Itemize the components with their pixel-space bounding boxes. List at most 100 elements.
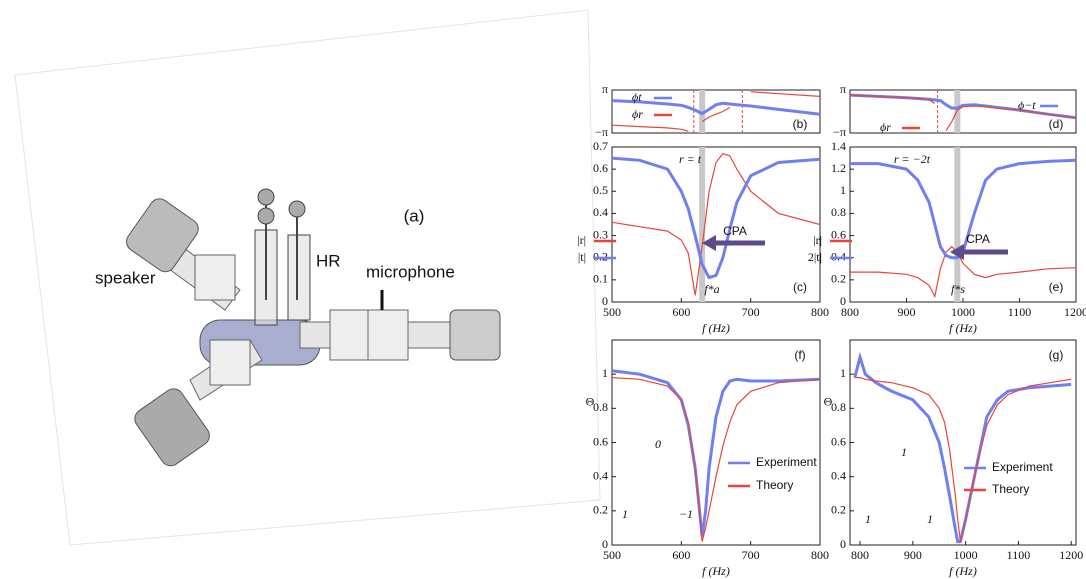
legend-label: Theory xyxy=(756,478,793,492)
plot-frame xyxy=(850,147,1076,302)
legend-label: Experiment xyxy=(992,460,1053,474)
highlight-band xyxy=(699,147,705,302)
x-tick-label: 500 xyxy=(603,548,621,562)
x-tick-label: 1200 xyxy=(1059,548,1083,562)
x-tick-label: 800 xyxy=(811,548,829,562)
panel-label: (d) xyxy=(1049,117,1064,131)
annotation: r = −2t xyxy=(894,152,931,166)
y-tick-label: 0 xyxy=(840,537,846,551)
y-tick-label: 0.4 xyxy=(831,468,846,482)
panel-label: (a) xyxy=(404,206,425,225)
annotation: 1 xyxy=(865,512,871,526)
annotation: 1 xyxy=(622,507,628,521)
annotation: CPA xyxy=(966,232,990,246)
label: HR xyxy=(316,251,341,270)
knob xyxy=(289,201,305,217)
x-axis-label: f (Hz) xyxy=(702,321,730,335)
y-tick-label: −π xyxy=(833,125,846,139)
data-line xyxy=(612,371,820,537)
x-tick-label: 800 xyxy=(851,548,869,562)
annotation: r = t xyxy=(679,152,702,166)
y-tick-label: 1.4 xyxy=(831,139,846,153)
x-tick-label: 600 xyxy=(672,548,690,562)
end-cap xyxy=(450,310,500,360)
y-axis-label: Θ xyxy=(586,394,595,408)
panel-label: (e) xyxy=(1049,280,1064,294)
x-tick-label: 700 xyxy=(742,548,760,562)
annotation: 1 xyxy=(901,445,907,459)
annotation: 0 xyxy=(655,437,661,451)
annotation: f*a xyxy=(704,282,719,296)
page: (a) speaker HR microphone π−πϕtϕr(b)00.1… xyxy=(0,0,1086,579)
block xyxy=(210,340,250,385)
y-tick-label: 0.2 xyxy=(831,503,846,517)
x-tick-label: 1200 xyxy=(1064,305,1086,319)
y-axis-label: Θ xyxy=(824,394,833,408)
resonator xyxy=(288,235,310,320)
y-tick-label: −π xyxy=(595,125,608,139)
knob xyxy=(258,189,274,205)
y-tick-label: 0.2 xyxy=(593,503,608,517)
plot-frame xyxy=(850,340,1076,545)
legend-label: Theory xyxy=(992,482,1029,496)
y-tick-label: 0.8 xyxy=(831,205,846,219)
x-tick-label: 600 xyxy=(672,305,690,319)
y-tick-label: 1.2 xyxy=(831,161,846,175)
highlight-band xyxy=(954,147,960,302)
legend-label: 2|t| xyxy=(808,250,822,264)
x-tick-label: 1000 xyxy=(951,305,975,319)
y-tick-label: 1 xyxy=(602,366,608,380)
x-tick-label: 1000 xyxy=(954,548,978,562)
y-tick-label: 0.2 xyxy=(593,249,608,263)
y-tick-label: 0.4 xyxy=(593,468,608,482)
legend-label: Experiment xyxy=(756,455,817,469)
y-tick-label: 0.4 xyxy=(593,205,608,219)
y-tick-label: 0.2 xyxy=(831,272,846,286)
y-tick-label: 0.3 xyxy=(593,227,608,241)
legend-label: ϕr xyxy=(880,120,891,134)
legend-label: |r| xyxy=(577,233,586,247)
x-axis-label: f (Hz) xyxy=(949,321,977,335)
annotation: CPA xyxy=(723,224,747,238)
x-tick-label: 900 xyxy=(904,548,922,562)
x-tick-label: 700 xyxy=(742,305,760,319)
legend-label: ϕ−t xyxy=(1018,98,1036,112)
figure: (a) speaker HR microphone π−πϕtϕr(b)00.1… xyxy=(0,0,1086,579)
y-tick-label: 1 xyxy=(840,366,846,380)
annotation: −1 xyxy=(679,507,693,521)
y-tick-label: 0.5 xyxy=(593,183,608,197)
y-tick-label: 0.8 xyxy=(593,400,608,414)
y-tick-label: π xyxy=(602,82,608,96)
x-axis-label: f (Hz) xyxy=(702,564,730,578)
y-tick-label: 0.6 xyxy=(831,434,846,448)
panel-label: (c) xyxy=(793,280,807,294)
x-tick-label: 800 xyxy=(811,305,829,319)
y-tick-label: 0.1 xyxy=(593,272,608,286)
block xyxy=(195,255,235,300)
annotation: f*s xyxy=(951,282,965,296)
block xyxy=(368,310,408,360)
y-tick-label: 0.4 xyxy=(831,249,846,263)
x-axis-label: f (Hz) xyxy=(949,564,977,578)
panel-label: (b) xyxy=(793,117,808,131)
data-line xyxy=(612,101,820,115)
y-tick-label: 0.6 xyxy=(831,227,846,241)
label: microphone xyxy=(366,262,455,281)
y-tick-label: 0.6 xyxy=(593,161,608,175)
panel-a: (a) speaker HR microphone xyxy=(15,10,600,545)
x-tick-label: 500 xyxy=(603,305,621,319)
y-tick-label: 0.8 xyxy=(831,400,846,414)
y-tick-label: 0.6 xyxy=(593,434,608,448)
plot-frame xyxy=(612,340,820,545)
knob xyxy=(258,208,274,224)
x-tick-label: 800 xyxy=(841,305,859,319)
label: speaker xyxy=(95,268,156,287)
data-line xyxy=(850,160,1076,257)
legend-label: |t| xyxy=(578,250,586,264)
plot-frame xyxy=(612,147,820,302)
legend-label: |r| xyxy=(813,233,822,247)
y-tick-label: 1 xyxy=(840,183,846,197)
x-tick-label: 1100 xyxy=(1007,548,1031,562)
panel-label: (f) xyxy=(794,348,805,362)
x-tick-label: 1100 xyxy=(1008,305,1032,319)
